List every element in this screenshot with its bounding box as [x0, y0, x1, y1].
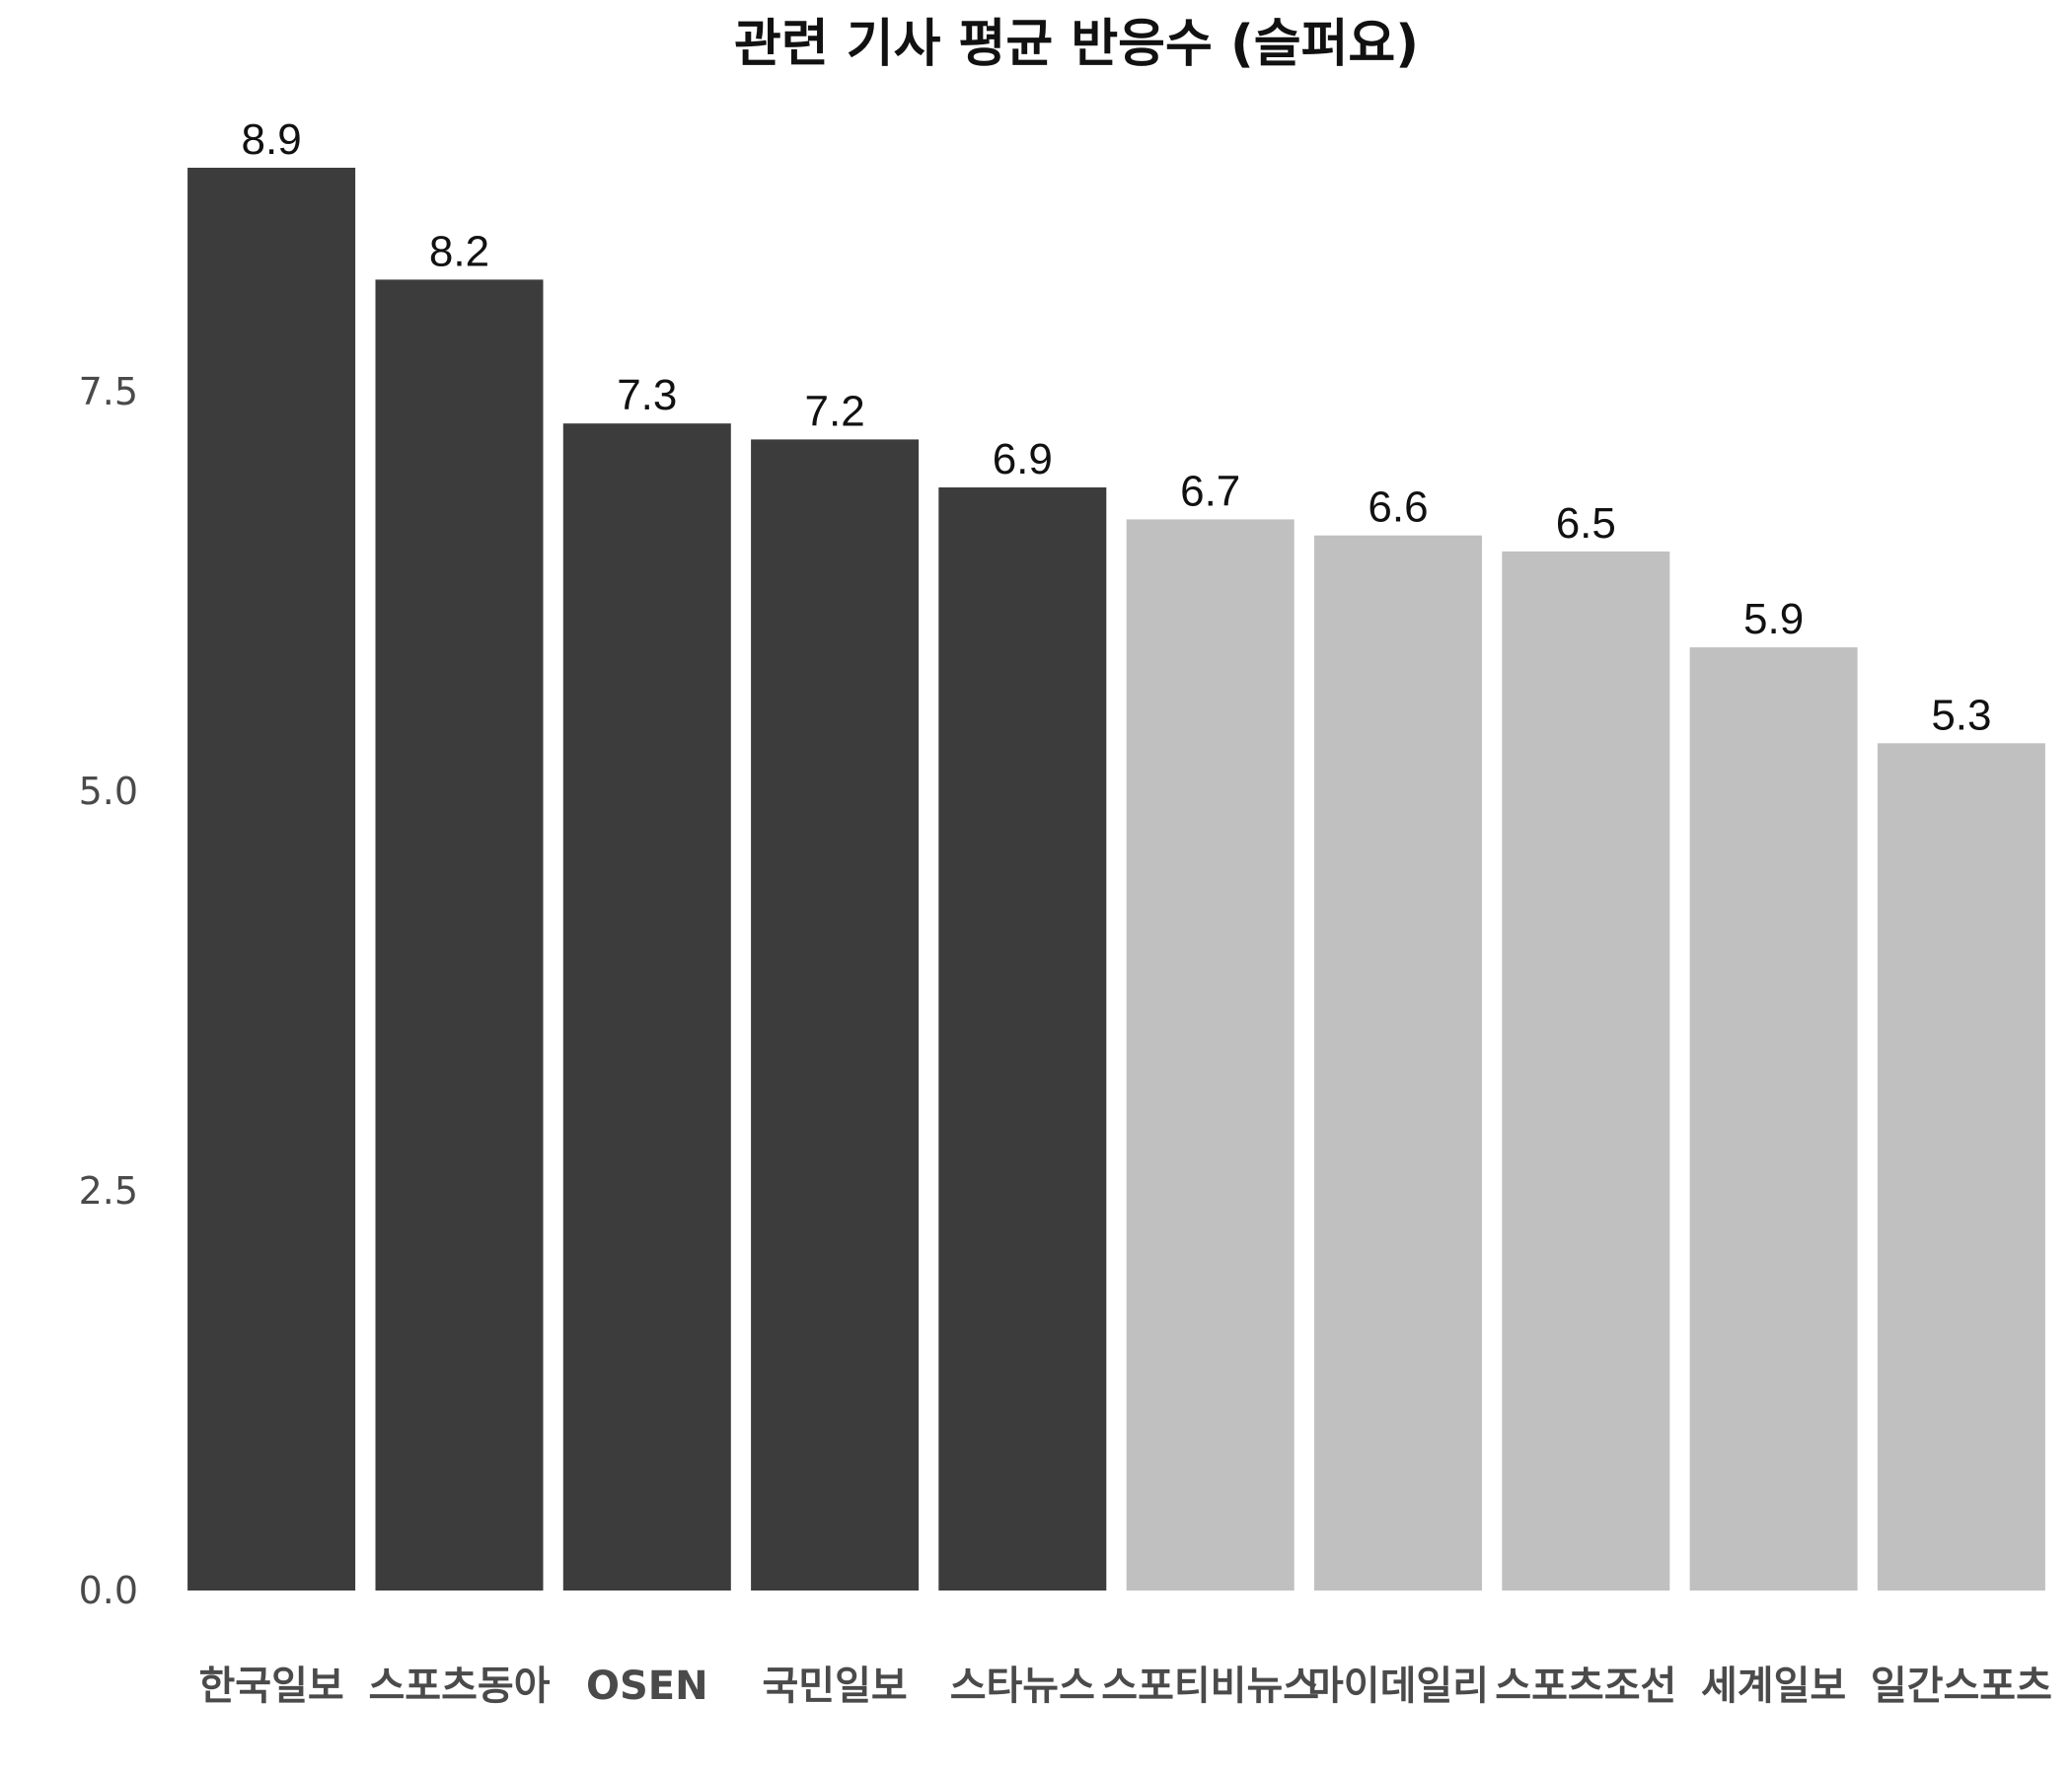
x-tick-label: 스타뉴스	[950, 1664, 1095, 1709]
x-tick-label: 스포츠조선	[1495, 1664, 1676, 1709]
bar	[1314, 535, 1482, 1591]
x-tick-label: 국민일보	[762, 1664, 907, 1709]
y-tick-label: 2.5	[79, 1169, 138, 1213]
y-tick-label: 0.0	[79, 1569, 138, 1612]
x-tick-label: 세계일보	[1701, 1664, 1846, 1709]
bar	[562, 423, 731, 1591]
x-tick-label: 스포티비뉴스	[1101, 1664, 1319, 1709]
data-label: 7.2	[805, 387, 865, 435]
bar	[1126, 519, 1295, 1591]
x-tick-label: 스포츠동아	[369, 1664, 551, 1709]
y-tick-label: 5.0	[79, 770, 138, 813]
bars	[187, 168, 2045, 1591]
data-label: 5.9	[1743, 595, 1804, 643]
x-tick-label: OSEN	[586, 1664, 708, 1709]
chart-title: 관련 기사 평균 반응수 (슬퍼요)	[734, 15, 1419, 74]
y-tick-label: 7.5	[79, 370, 138, 413]
data-label: 6.6	[1368, 483, 1428, 532]
x-tick-label: 한국일보	[198, 1664, 343, 1709]
bar	[375, 279, 544, 1591]
data-label: 6.9	[993, 435, 1053, 483]
y-axis: 0.0 2.5 5.0 7.5	[79, 370, 138, 1612]
data-labels: 8.9 8.2 7.3 7.2 6.9 6.7 6.6 6.5 5.9 5.3	[242, 115, 1992, 739]
data-label: 8.9	[242, 115, 302, 164]
data-label: 8.2	[429, 227, 489, 275]
data-label: 6.5	[1556, 499, 1616, 548]
bar	[187, 168, 356, 1591]
data-label: 5.3	[1931, 691, 1991, 739]
data-label: 7.3	[617, 371, 677, 419]
bar	[1502, 551, 1670, 1591]
bar	[1877, 743, 2045, 1591]
bar	[1689, 647, 1858, 1591]
x-tick-label: 마이데일리	[1307, 1664, 1489, 1709]
bar	[938, 487, 1107, 1591]
x-tick-label: 일간스포츠	[1871, 1664, 2052, 1709]
bar	[751, 439, 920, 1591]
data-label: 6.7	[1180, 467, 1240, 515]
